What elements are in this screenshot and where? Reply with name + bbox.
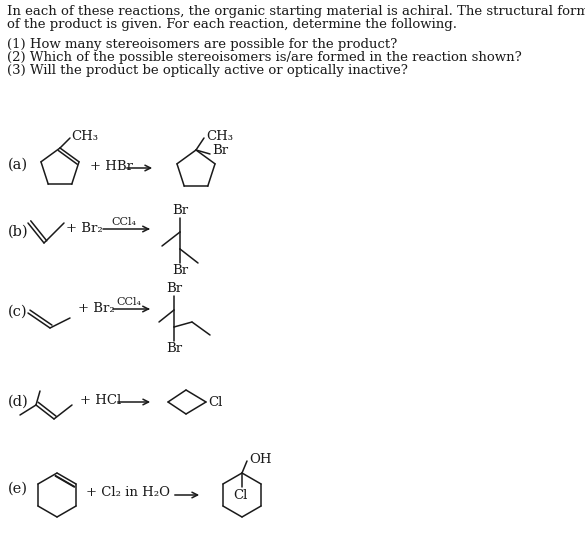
Text: (3) Will the product be optically active or optically inactive?: (3) Will the product be optically active… xyxy=(7,64,408,77)
Text: + HCl: + HCl xyxy=(80,394,121,408)
Text: (a): (a) xyxy=(8,158,28,172)
Text: (2) Which of the possible stereoisomers is/are formed in the reaction shown?: (2) Which of the possible stereoisomers … xyxy=(7,51,522,64)
Text: Cl: Cl xyxy=(208,396,222,409)
Text: (b): (b) xyxy=(8,225,29,239)
Text: Br: Br xyxy=(172,204,188,217)
Text: Cl: Cl xyxy=(233,489,247,502)
Text: (c): (c) xyxy=(8,305,27,319)
Text: CH₃: CH₃ xyxy=(206,130,233,143)
Text: Br: Br xyxy=(166,282,182,295)
Text: CH₃: CH₃ xyxy=(71,130,98,143)
Text: + HBr: + HBr xyxy=(90,160,133,173)
Text: Br: Br xyxy=(166,342,182,355)
Text: (e): (e) xyxy=(8,482,28,496)
Text: Br: Br xyxy=(172,264,188,277)
Text: OH: OH xyxy=(249,453,271,466)
Text: + Br₂: + Br₂ xyxy=(66,223,103,235)
Text: + Cl₂ in H₂O: + Cl₂ in H₂O xyxy=(86,486,170,500)
Text: (1) How many stereoisomers are possible for the product?: (1) How many stereoisomers are possible … xyxy=(7,38,397,51)
Text: of the product is given. For each reaction, determine the following.: of the product is given. For each reacti… xyxy=(7,18,457,31)
Text: In each of these reactions, the organic starting material is achiral. The struct: In each of these reactions, the organic … xyxy=(7,5,585,18)
Text: CCl₄: CCl₄ xyxy=(116,297,142,307)
Text: CCl₄: CCl₄ xyxy=(112,217,136,227)
Text: (d): (d) xyxy=(8,395,29,409)
Text: Br: Br xyxy=(212,143,228,157)
Text: + Br₂: + Br₂ xyxy=(78,302,115,316)
